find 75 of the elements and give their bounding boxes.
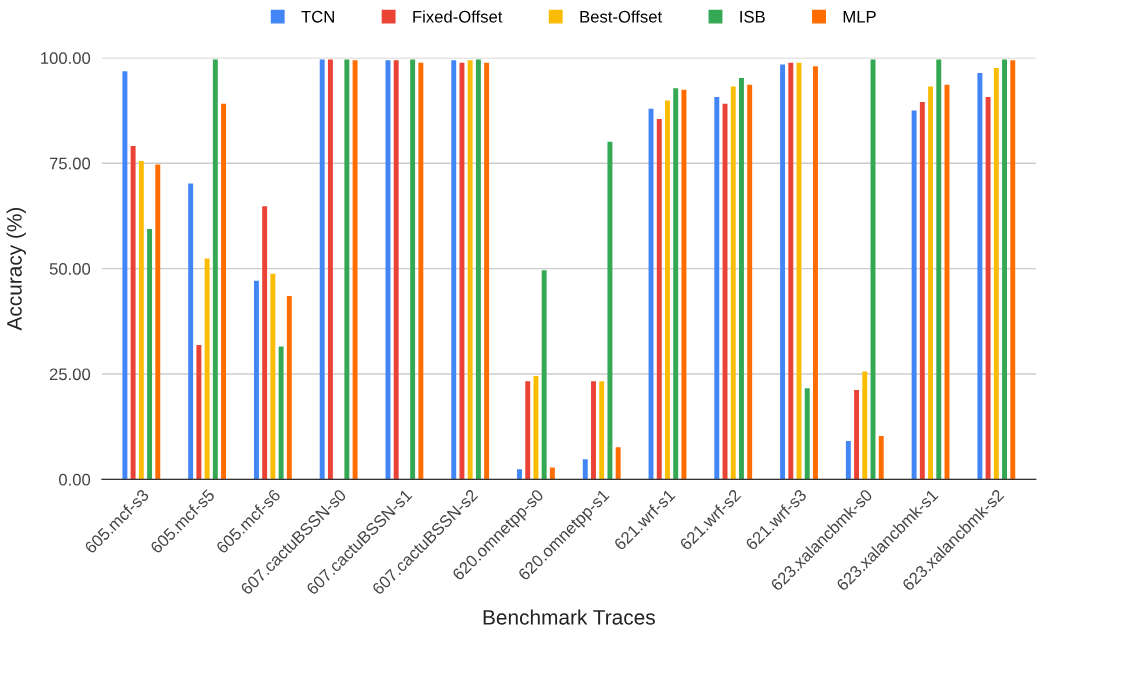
bar <box>788 62 794 480</box>
bar <box>549 467 555 480</box>
bar <box>1010 60 1016 480</box>
bar <box>599 381 605 480</box>
bar <box>204 258 210 480</box>
y-tick-label: 25.00 <box>49 368 91 381</box>
bar <box>919 102 925 480</box>
bar <box>591 381 596 480</box>
bar <box>1002 59 1008 480</box>
bar <box>681 89 687 480</box>
legend-label: Fixed-Offset <box>413 10 503 23</box>
bar <box>327 59 333 480</box>
y-tick-label: 0.00 <box>58 473 91 486</box>
bar <box>122 71 128 480</box>
y-tick-label: 50.00 <box>49 263 91 275</box>
bar <box>319 59 325 480</box>
bar <box>845 441 851 480</box>
bar <box>451 60 457 480</box>
bar <box>656 118 662 480</box>
legend-label: ISB <box>740 10 765 23</box>
bar <box>344 59 350 480</box>
bar <box>253 280 259 480</box>
bar <box>459 62 465 480</box>
bar <box>147 228 153 480</box>
y-tick-label: 75.00 <box>49 157 91 170</box>
legend-label: TCN <box>301 10 334 23</box>
bar <box>582 459 588 480</box>
x-axis-title: Benchmark Traces <box>483 609 655 625</box>
bar <box>607 141 613 480</box>
bar <box>714 97 720 480</box>
bar <box>278 346 284 480</box>
y-tick-label: 100.00 <box>41 52 91 64</box>
bar <box>352 60 358 480</box>
bar <box>418 62 424 480</box>
bar <box>138 161 144 480</box>
bar <box>985 97 991 480</box>
bar <box>221 103 227 480</box>
legend-label: Best-Offset <box>580 10 663 23</box>
y-axis-title: Accuracy (%) <box>6 207 26 331</box>
bar <box>936 59 942 480</box>
bar <box>928 86 934 480</box>
bar <box>262 206 268 480</box>
bar <box>911 110 917 480</box>
bar <box>212 59 218 480</box>
bar <box>780 64 786 480</box>
bar <box>286 296 292 480</box>
bar <box>812 66 818 480</box>
bar <box>467 60 473 480</box>
bar <box>517 469 522 480</box>
bar <box>196 344 202 480</box>
bar <box>673 88 679 480</box>
bar <box>739 78 744 480</box>
bar <box>130 145 136 480</box>
bar <box>747 84 753 480</box>
bar <box>993 67 999 480</box>
bar <box>648 108 654 480</box>
bar <box>533 376 539 480</box>
bar <box>188 183 194 480</box>
bar <box>525 381 531 480</box>
bar <box>155 164 161 480</box>
bar <box>615 447 621 480</box>
bar <box>541 270 547 480</box>
bar <box>804 388 810 480</box>
bar <box>854 390 860 480</box>
bar <box>730 86 736 480</box>
bar <box>665 100 670 480</box>
bar <box>862 371 868 480</box>
bar <box>393 60 399 480</box>
bar <box>475 59 481 480</box>
bar <box>878 435 884 480</box>
bar <box>270 273 276 480</box>
legend-label: MLP <box>843 11 876 23</box>
bar <box>977 72 983 480</box>
bar <box>410 59 416 480</box>
bar <box>484 62 490 480</box>
